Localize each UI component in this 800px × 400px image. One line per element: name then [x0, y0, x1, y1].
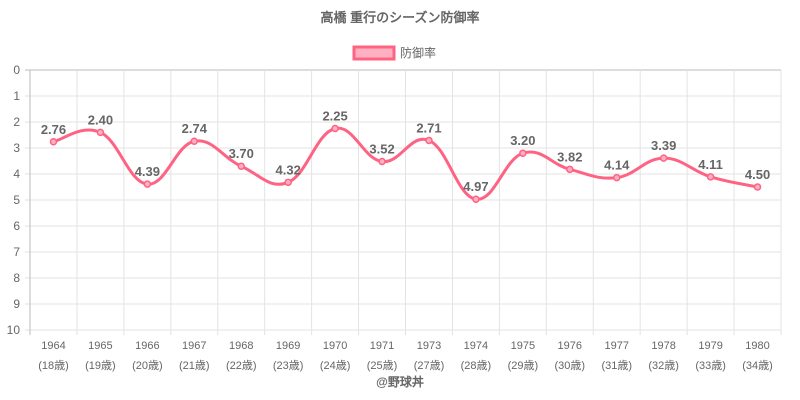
data-point: [96, 128, 105, 137]
x-tick-age: (24歳): [320, 359, 351, 372]
data-label: 2.74: [182, 121, 208, 136]
data-points: [49, 124, 762, 203]
y-tick-label: 1: [13, 89, 20, 103]
data-point: [425, 136, 433, 145]
data-label: 4.39: [135, 164, 160, 179]
data-label: 2.76: [41, 122, 66, 137]
x-tick-year: 1971: [370, 340, 394, 352]
data-point: [378, 157, 386, 166]
legend-swatch: [352, 45, 396, 61]
data-point: [49, 138, 58, 146]
y-tick-label: 5: [13, 193, 20, 207]
x-tick-age: (22歳): [226, 359, 257, 372]
data-label: 3.70: [229, 146, 254, 161]
x-tick-year: 1966: [135, 340, 159, 352]
credit: @野球丼: [376, 374, 424, 389]
x-tick-age: (27歳): [414, 359, 445, 372]
y-tick-label: 10: [7, 323, 21, 337]
data-label: 3.82: [557, 149, 582, 164]
x-tick-year: 1976: [558, 340, 582, 352]
x-tick-year: 1977: [604, 340, 628, 352]
data-point: [566, 165, 574, 174]
x-tick-year: 1969: [276, 340, 300, 352]
data-label: 3.52: [369, 142, 394, 157]
x-tick-year: 1980: [745, 340, 769, 352]
x-tick-age: (25歳): [367, 359, 398, 372]
x-tick-year: 1965: [88, 340, 112, 352]
x-tick-year: 1975: [511, 340, 535, 352]
y-axis: 0 1 2 3 4 5 6 7 8 9 10: [7, 63, 21, 337]
legend[interactable]: 防御率: [352, 45, 436, 61]
y-tick-label: 2: [13, 115, 20, 129]
x-tick-year: 1964: [41, 340, 65, 352]
x-tick-age: (31歳): [601, 359, 632, 372]
legend-label: 防御率: [400, 45, 436, 60]
data-label: 4.32: [276, 162, 301, 177]
series-line: [53, 126, 758, 201]
x-tick-year: 1967: [182, 340, 206, 352]
data-point: [753, 183, 762, 191]
y-tick-label: 7: [13, 245, 20, 259]
x-tick-year: 1974: [464, 340, 488, 352]
x-tick-age: (28歳): [461, 359, 492, 372]
data-label: 2.25: [322, 109, 347, 124]
data-point: [284, 178, 292, 187]
x-tick-year: 1970: [323, 340, 347, 352]
data-label: 4.97: [463, 179, 488, 194]
data-label: 2.71: [416, 120, 441, 135]
chart-title: 高橋 重行のシーズン防御率: [321, 10, 480, 25]
data-point: [143, 180, 152, 188]
x-tick-age: (33歳): [695, 359, 726, 372]
y-tick-label: 3: [13, 141, 20, 155]
data-point: [519, 149, 527, 157]
x-tick-age: (18歳): [38, 359, 69, 372]
x-tick-age: (29歳): [508, 359, 539, 372]
x-tick-year: 1973: [417, 340, 441, 352]
data-labels: 2.76 2.40 4.39 2.74 3.70 4.32 2.25 3.52 2.71 4.97…: [41, 109, 770, 195]
y-tick-label: 6: [13, 219, 20, 233]
x-tick-age: (19歳): [85, 359, 116, 372]
data-label: 4.50: [745, 167, 770, 182]
x-axis: 1964 (18歳) 1965 (19歳) 1966 (20歳) 1967 (21歳) 1968…: [38, 340, 773, 372]
data-point: [612, 173, 621, 182]
data-point: [472, 195, 480, 203]
data-label: 4.11: [698, 157, 723, 172]
y-tick-label: 0: [13, 63, 20, 77]
y-tick-label: 9: [13, 297, 20, 311]
data-label: 3.39: [651, 138, 676, 153]
x-tick-age: (30歳): [555, 359, 586, 372]
x-tick-year: 1978: [651, 340, 675, 352]
data-point: [331, 124, 339, 133]
data-label: 4.14: [604, 158, 630, 173]
data-point: [706, 173, 715, 181]
data-label: 3.20: [510, 133, 535, 148]
y-tick-label: 8: [13, 271, 20, 285]
data-point: [659, 154, 668, 162]
x-tick-year: 1968: [229, 340, 253, 352]
x-tick-age: (34歳): [742, 359, 773, 372]
data-point: [190, 137, 199, 145]
x-tick-year: 1979: [698, 340, 722, 352]
y-tick-label: 4: [13, 167, 20, 181]
x-tick-age: (21歳): [179, 359, 210, 372]
x-tick-age: (23歳): [273, 359, 304, 372]
data-label: 2.40: [88, 112, 113, 127]
grid: [25, 69, 782, 335]
data-point: [237, 162, 245, 170]
x-tick-age: (20歳): [132, 359, 163, 372]
x-tick-age: (32歳): [648, 359, 679, 372]
